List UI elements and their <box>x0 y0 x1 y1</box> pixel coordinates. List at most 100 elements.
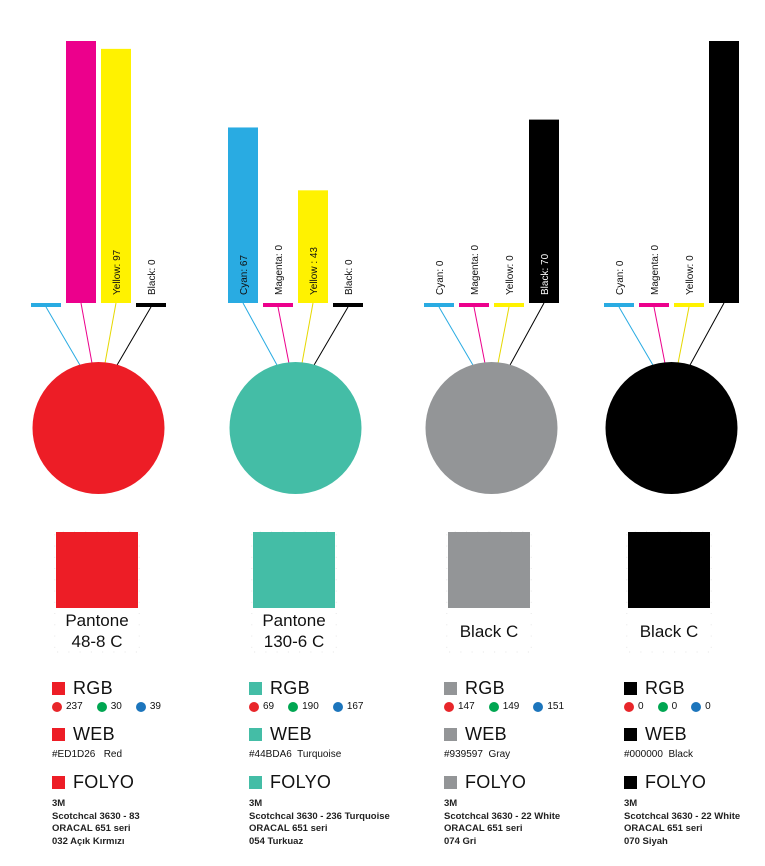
color-card: Black C RGB 0 0 0 WEB #000000 Black FOLYO 3M Scot… <box>624 528 765 847</box>
rgb-heading-text: RGB <box>645 678 685 698</box>
rgb-heading-text: RGB <box>465 678 505 698</box>
rgb-number: 0 <box>705 701 711 712</box>
bar-label: Black: 70 <box>540 253 551 295</box>
stamp-label: Black C <box>459 621 519 641</box>
folyo-line: 3M <box>52 798 66 809</box>
folyo-line: ORACAL 651 seri <box>624 823 703 834</box>
bar-label: Cyan: 0 <box>615 260 626 295</box>
folyo-line: Scotchcal 3630 - 22 White <box>444 810 561 822</box>
bar-label: Yellow : 43 <box>309 247 320 295</box>
channel-dot-icon <box>488 701 499 712</box>
folyo-heading-text: FOLYO <box>73 772 135 792</box>
bar-yellow-3 <box>494 303 524 307</box>
web-heading-text: WEB <box>645 724 687 744</box>
rgb-heading-text: RGB <box>270 678 310 698</box>
rgb-heading: RGB <box>624 678 685 699</box>
folyo-line: Scotchcal 3630 - 83 <box>52 810 140 822</box>
bar-label: Yellow: 0 <box>685 255 696 295</box>
rgb-value: 0 <box>624 701 644 712</box>
channel-dot-icon <box>624 701 634 712</box>
color-card: Pantone 130-6 C RGB 69 190 167 WEB #44BDA6 Tur… <box>249 528 399 847</box>
stamp-label: Pantone 48-8 C <box>65 611 129 651</box>
connector-line <box>473 306 486 367</box>
web-heading-text: WEB <box>465 724 507 744</box>
rgb-number: 149 <box>502 701 520 712</box>
connector-line <box>104 302 117 367</box>
rgb-number: 30 <box>110 701 122 712</box>
bar-black-2 <box>333 303 363 307</box>
rgb-heading-text: RGB <box>73 678 113 698</box>
rgb-values: 147 149 151 <box>444 701 578 712</box>
rgb-heading: RGB <box>444 678 505 699</box>
bar-yellow-4 <box>674 303 704 307</box>
connector-line <box>497 306 510 367</box>
bar-yellow-1 <box>101 48 131 303</box>
connector-line <box>301 302 314 367</box>
rgb-value: 0 <box>657 701 677 712</box>
color-square-icon <box>249 682 262 695</box>
bar-label: Cyan: 67 <box>239 255 250 295</box>
web-value: #000000 Black <box>624 749 693 760</box>
bar-cyan-4 <box>604 303 634 307</box>
pantone-stamp: Black C <box>624 528 714 656</box>
rgb-value: 167 <box>332 701 364 712</box>
channel-dot-icon <box>657 701 668 712</box>
color-square-icon <box>52 776 65 789</box>
connector-line <box>689 302 725 367</box>
pantone-stamp: Pantone 48-8 C <box>52 528 142 656</box>
web-heading-text: WEB <box>270 724 312 744</box>
folyo-line: ORACAL 651 seri <box>444 823 523 834</box>
bar-cyan-1 <box>31 303 61 307</box>
rgb-number: 167 <box>346 701 364 712</box>
color-circle <box>605 362 738 494</box>
folyo-heading: FOLYO <box>52 772 134 793</box>
rgb-value: 237 <box>52 701 83 712</box>
folyo-line: 074 Gri <box>444 835 477 847</box>
bar-magenta-3 <box>459 303 489 307</box>
color-card: Pantone 48-8 C RGB 237 30 39 WEB #ED1D26 Red FO… <box>52 528 202 847</box>
web-heading: WEB <box>444 724 507 745</box>
connector-line <box>242 302 278 367</box>
rgb-values: 69 190 167 <box>249 701 378 712</box>
channel-dot-icon <box>691 701 702 712</box>
connector-line <box>80 302 93 367</box>
folyo-lines: 3M Scotchcal 3630 - 22 White ORACAL 651 se… <box>444 798 560 848</box>
color-square-icon <box>444 682 457 695</box>
web-heading: WEB <box>52 724 115 745</box>
connector-line <box>45 306 81 367</box>
rgb-values: 237 30 39 <box>52 701 175 712</box>
color-square-icon <box>52 728 65 741</box>
web-value: #939597 Gray <box>444 749 511 760</box>
folyo-line: Scotchcal 3630 - 22 White <box>624 810 741 822</box>
rgb-value: 39 <box>135 701 161 712</box>
stamp-label: Black C <box>639 621 699 641</box>
bar-label: Cyan: 0 <box>435 260 446 295</box>
bar-cyan-2 <box>228 127 258 304</box>
bar-black-1 <box>136 303 166 307</box>
channel-dot-icon <box>533 701 544 712</box>
folyo-lines: 3M Scotchcal 3630 - 236 Turquoise ORACAL 6… <box>249 798 390 848</box>
rgb-value: 69 <box>249 701 274 712</box>
rgb-number: 151 <box>547 701 565 712</box>
connector-line <box>116 306 152 367</box>
rgb-value: 190 <box>288 701 319 712</box>
rgb-value: 30 <box>96 701 122 712</box>
channel-dot-icon <box>135 701 146 712</box>
channel-dot-icon <box>288 701 299 712</box>
color-square-icon <box>624 682 637 695</box>
rgb-number: 147 <box>458 701 475 712</box>
rgb-value: 147 <box>444 701 475 712</box>
bar-magenta-2 <box>263 303 293 307</box>
connector-line <box>618 306 654 367</box>
channel-dot-icon <box>96 701 107 712</box>
stamp-swatch <box>448 532 530 608</box>
connector-line <box>653 306 666 367</box>
connector-line <box>277 306 290 367</box>
stamp-label: Pantone 130-6 C <box>262 611 326 651</box>
bar-label: Magenta: 0 <box>274 245 285 295</box>
color-square-icon <box>249 776 262 789</box>
web-heading-text: WEB <box>73 724 115 744</box>
rgb-number: 0 <box>638 701 644 712</box>
folyo-line: Scotchcal 3630 - 236 Turquoise <box>249 810 390 822</box>
folyo-heading: FOLYO <box>444 772 526 793</box>
